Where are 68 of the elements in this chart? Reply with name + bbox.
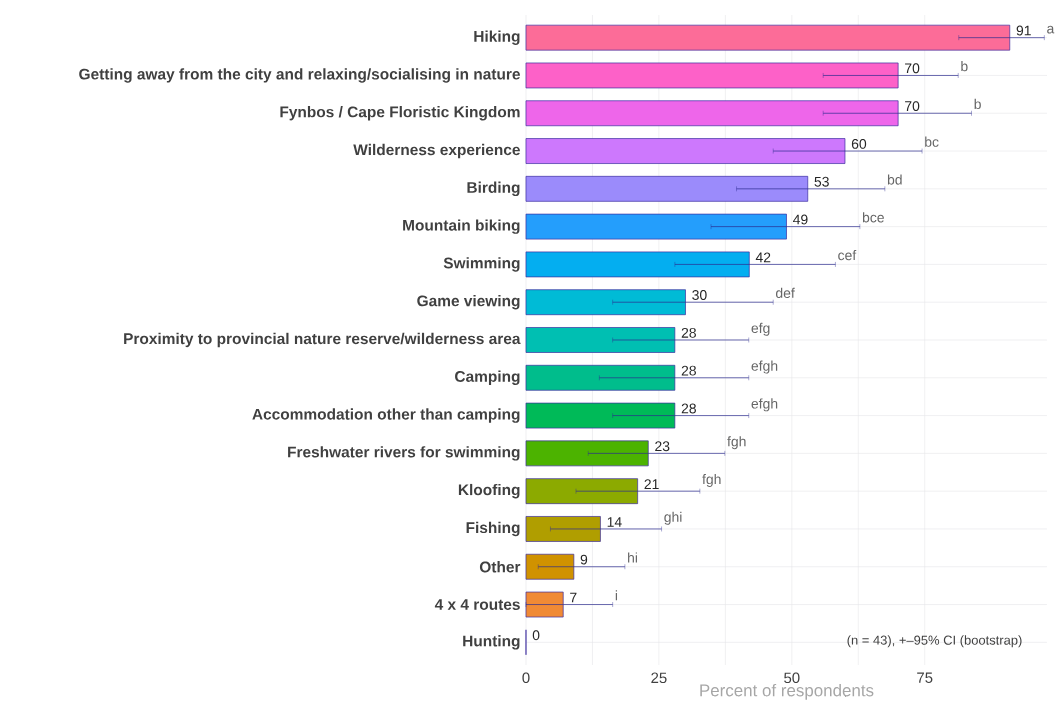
y-tick-label: Mountain biking (403, 219, 520, 234)
data-label: 28 (681, 403, 696, 414)
data-label: 53 (814, 176, 829, 187)
y-tick-label: Fynbos / Cape Floristic Kingdom (280, 106, 520, 121)
data-label: 9 (580, 554, 588, 565)
y-tick-label: Proximity to provincial nature reserve/wilderness area (124, 332, 521, 348)
y-tick-label: Freshwater rivers for swimming (288, 446, 520, 461)
bar (525, 24, 1011, 51)
y-tick-label: Hunting (463, 635, 520, 650)
annotation: efgh (751, 398, 778, 412)
bar (525, 364, 676, 391)
x-tick-label: 75 (917, 672, 933, 683)
data-label: 30 (692, 290, 707, 301)
y-tick-label: Birding (467, 181, 520, 197)
annotation: (n = 43), +–95% CI (bootstrap) (847, 635, 1022, 648)
y-tick-label: Other (479, 561, 521, 573)
bar (525, 289, 686, 316)
y-tick-label: Camping (455, 370, 520, 386)
annotation: bce (862, 212, 884, 223)
data-label: 7 (570, 592, 577, 603)
data-label: 28 (681, 327, 696, 338)
bar (525, 327, 676, 353)
data-label: 23 (655, 441, 670, 452)
y-tick-label: Wilderness experience (353, 143, 520, 159)
annotation: cef (838, 249, 857, 261)
data-label: 42 (755, 252, 771, 263)
annotation: fgh (727, 436, 746, 450)
annotation: b (974, 98, 981, 110)
annotation: ghi (664, 511, 682, 525)
bar (525, 175, 809, 202)
bar (525, 62, 899, 89)
data-label: 70 (905, 101, 920, 112)
data-label: 21 (644, 479, 659, 489)
bar (525, 402, 676, 429)
bar (525, 138, 846, 164)
bar (525, 251, 750, 278)
bar (525, 440, 649, 467)
annotation: efg (751, 322, 770, 336)
x-tick-label: 0 (522, 672, 530, 684)
data-label: 60 (851, 138, 867, 149)
y-tick-label: Accommodation other than camping (252, 408, 520, 423)
data-label: 14 (607, 517, 622, 527)
x-axis-title: Percent of respondents (700, 683, 874, 700)
annotation: bc (925, 136, 939, 147)
annotation: fgh (702, 473, 721, 487)
data-label: 91 (1016, 25, 1031, 36)
x-tick-label: 50 (784, 672, 800, 684)
bar (525, 213, 787, 240)
annotation: i (615, 590, 618, 601)
data-label: 70 (905, 63, 920, 74)
data-label: 0 (532, 630, 540, 641)
y-tick-label: Swimming (443, 257, 520, 272)
annotation: def (775, 287, 795, 299)
y-tick-label: Kloofing (458, 483, 520, 499)
x-tick-label: 25 (651, 672, 667, 684)
data-label: 28 (681, 365, 696, 376)
y-tick-label: Hiking (474, 30, 520, 45)
y-tick-label: Game viewing (417, 294, 520, 310)
annotation: b (961, 61, 968, 72)
annotation: a (1047, 25, 1055, 34)
y-tick-label: 4 x 4 routes (434, 599, 520, 610)
y-tick-label: Fishing (466, 521, 520, 537)
annotation: efgh (751, 360, 778, 374)
annotation: hi (628, 552, 637, 563)
bar (525, 100, 899, 127)
annotation: bd (887, 174, 902, 185)
y-tick-label: Getting away from the city and relaxing/socialising in nature (79, 68, 520, 83)
data-label: 49 (793, 214, 808, 225)
